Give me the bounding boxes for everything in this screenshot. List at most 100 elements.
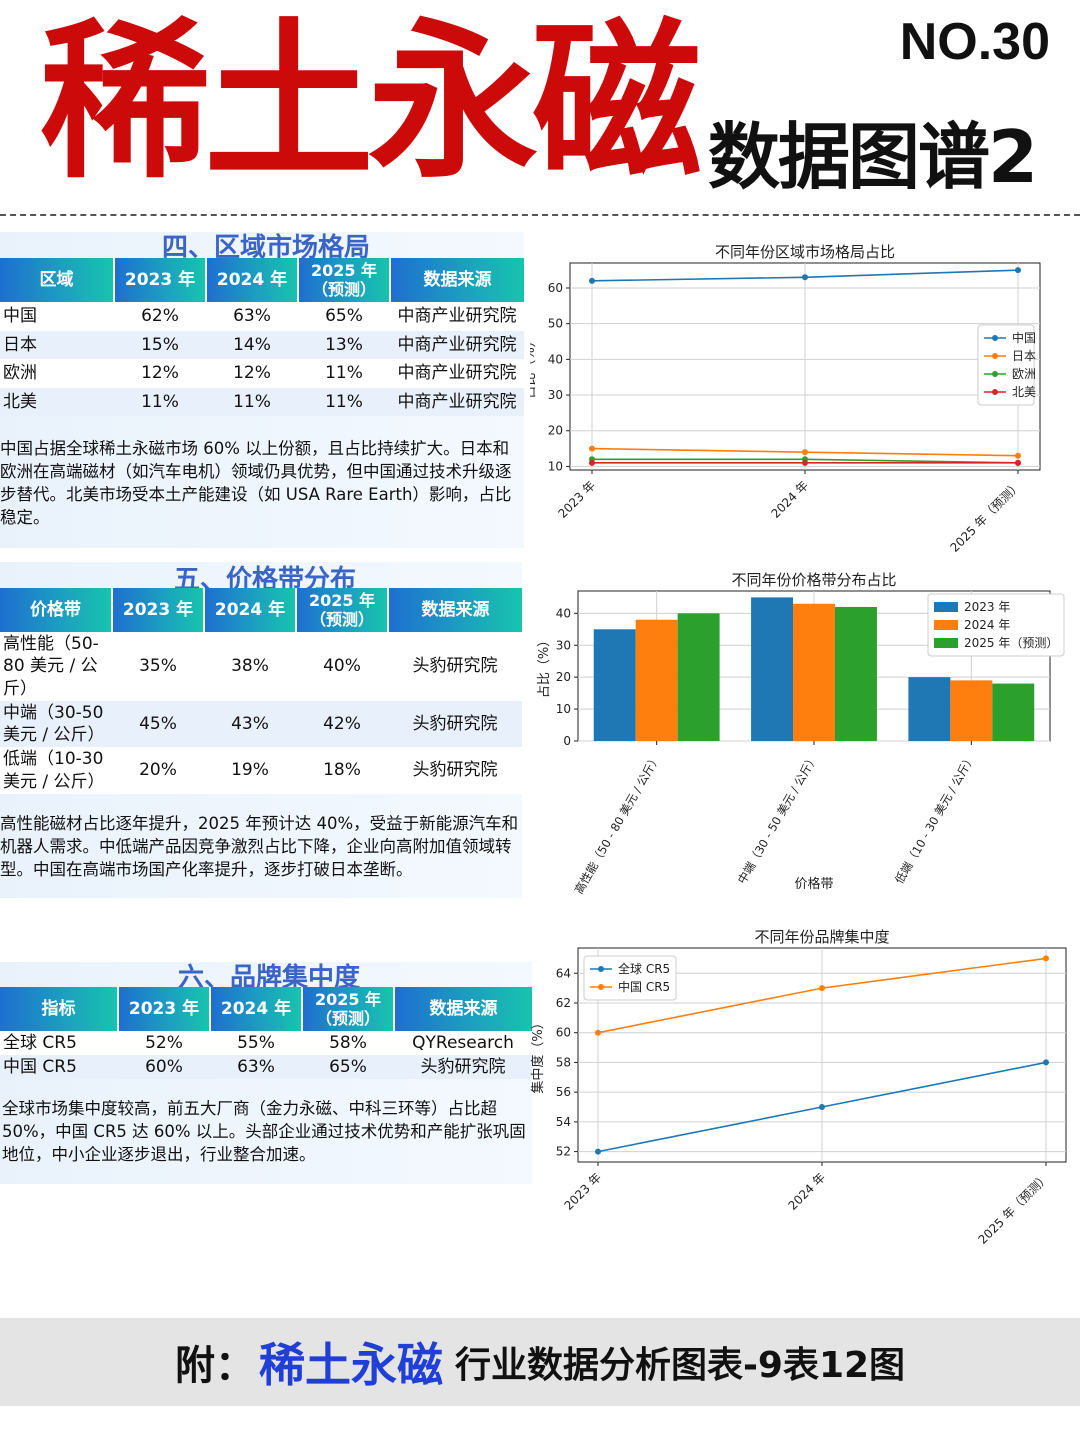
data-point: [589, 459, 595, 466]
x-axis-label: 价格带: [794, 876, 833, 892]
legend-label: 2025 年（预测）: [964, 636, 1058, 650]
table-row: 低端（10-30 美元 / 公斤） 20% 19% 18% 头豹研究院: [0, 747, 522, 794]
table-row: 全球 CR5 52% 55% 58% QYResearch: [0, 1031, 532, 1055]
legend-marker: [992, 389, 998, 395]
dashed-divider: [0, 214, 1080, 216]
x-tick-label: 2023 年: [555, 478, 598, 521]
value-cell: 13%: [298, 331, 390, 359]
legend-swatch: [934, 602, 958, 612]
legend-marker: [992, 335, 998, 341]
chart-title: 不同年份价格带分布占比: [731, 571, 896, 589]
source-cell: 头豹研究院: [388, 701, 522, 747]
brand-concentration-table: 指标 2023 年 2024 年 2025 年 （预测） 数据来源 全球 CR5 52% 55…: [0, 987, 532, 1079]
value-cell: 65%: [302, 1055, 394, 1079]
table-row: 欧洲 12% 12% 11% 中商产业研究院: [0, 359, 524, 388]
y-tick-label: 30: [556, 638, 571, 652]
column-header: 2025 年 （预测）: [296, 588, 389, 632]
legend-marker: [598, 966, 604, 972]
x-tick-label: 高性能（50 - 80 美元 / 公斤）: [572, 752, 664, 897]
value-cell: 11%: [206, 388, 298, 416]
y-tick-label: 10: [556, 702, 571, 716]
price-band-table: 价格带 2023 年 2024 年 2025 年 （预测） 数据来源 高性能（50-80 …: [0, 588, 522, 794]
x-tick-label: 2025 年（预测）: [975, 1170, 1052, 1244]
legend-marker: [598, 984, 604, 990]
value-cell: 43%: [204, 701, 296, 747]
bar: [751, 597, 794, 741]
region-share-line-chart: 不同年份区域市场格局占比 10 20 30 40 50 60 2023 年 2024 年 2025…: [530, 243, 1041, 555]
y-tick-label: 20: [556, 670, 571, 684]
row-label-cell: 全球 CR5: [0, 1031, 118, 1055]
y-axis-label: 占比（%）: [537, 634, 552, 698]
y-tick-label: 56: [556, 1085, 571, 1099]
data-point: [802, 459, 808, 466]
value-cell: 65%: [298, 302, 390, 331]
row-label-cell: 日本: [0, 331, 114, 359]
source-cell: 中商产业研究院: [390, 388, 524, 416]
region-market-table: 区域 2023 年 2024 年 2025 年 （预测） 数据来源 中国 62% 63% 65%…: [0, 258, 524, 416]
bar: [593, 629, 636, 741]
source-cell: 头豹研究院: [394, 1055, 532, 1079]
bar: [908, 677, 951, 741]
source-cell: 头豹研究院: [388, 747, 522, 794]
value-cell: 42%: [296, 701, 388, 747]
y-tick-label: 62: [556, 996, 571, 1010]
chart-title: 不同年份区域市场格局占比: [715, 243, 895, 261]
legend-swatch: [934, 620, 958, 630]
column-header: 指标: [0, 987, 119, 1031]
y-tick-label: 20: [548, 424, 563, 438]
row-label-cell: 中国 CR5: [0, 1055, 118, 1079]
footer-prefix: 附：: [174, 1343, 255, 1389]
y-tick-label: 60: [548, 281, 563, 295]
y-tick-label: 52: [556, 1145, 571, 1159]
legend-box: [977, 324, 1035, 406]
footer-banner: [0, 1318, 1080, 1406]
value-cell: 63%: [206, 302, 298, 331]
column-header: 2023 年: [114, 258, 207, 302]
row-label-cell: 中端（30-50 美元 / 公斤）: [0, 701, 112, 747]
bar: [992, 683, 1035, 741]
legend-label: 中国: [1012, 330, 1036, 345]
y-tick-label: 10: [548, 459, 563, 473]
legend-label: 2024 年: [964, 618, 1010, 632]
row-label-cell: 北美: [0, 388, 114, 416]
source-cell: QYResearch: [394, 1031, 532, 1055]
brand-description: 全球市场集中度较高，前五大厂商（金力永磁、中科三环等）占比超 50%，中国 CR…: [2, 1099, 526, 1164]
data-point: [1015, 267, 1021, 274]
y-axis-label: 占比（%）: [530, 334, 538, 398]
value-cell: 11%: [298, 388, 390, 416]
column-header: 价格带: [0, 588, 113, 632]
data-point: [802, 449, 808, 456]
column-header: 2024 年: [210, 987, 303, 1031]
x-tick-label: 2023 年: [561, 1170, 604, 1213]
value-cell: 12%: [206, 359, 298, 388]
value-cell: 55%: [210, 1031, 302, 1055]
footer-text: 附： 稀土永磁 行业数据分析图表-9表12图: [0, 1318, 1080, 1406]
value-cell: 52%: [118, 1031, 210, 1055]
column-header: 数据来源: [390, 258, 524, 302]
brand-concentration-line-chart: 不同年份品牌集中度 52 54 56 58 60 62 64 2023 年 2024 年 2025 …: [530, 928, 1067, 1244]
column-header: 数据来源: [394, 987, 532, 1031]
y-axis-label: 集中度（%）: [530, 1016, 546, 1093]
region-description: 中国占据全球稀土永磁市场 60% 以上份额，且占比持续扩大。日本和欧洲在高端磁材…: [0, 439, 512, 527]
column-header: 数据来源: [388, 588, 522, 632]
value-cell: 60%: [118, 1055, 210, 1079]
source-cell: 中商产业研究院: [390, 331, 524, 359]
y-tick-label: 30: [548, 388, 563, 402]
price-band-bar-chart: 不同年份价格带分布占比 0 10 20 30 40 高性能（50 - 80 美元 / 公斤）…: [537, 571, 1065, 897]
y-tick-label: 40: [556, 606, 571, 620]
row-label-cell: 欧洲: [0, 359, 114, 388]
main-title: 稀土永磁: [40, 4, 702, 202]
price-description: 高性能磁材占比逐年提升，2025 年预计达 40%，受益于新能源汽车和机器人需求…: [0, 814, 519, 879]
legend-label: 中国 CR5: [618, 979, 670, 994]
table-header-row: 价格带 2023 年 2024 年 2025 年 （预测） 数据来源: [0, 588, 522, 632]
bar: [635, 619, 678, 741]
legend-label: 全球 CR5: [618, 961, 670, 976]
column-header: 区域: [0, 258, 115, 302]
y-tick-label: 0: [563, 734, 571, 748]
value-cell: 12%: [114, 359, 206, 388]
row-label-cell: 中国: [0, 302, 114, 331]
bar: [677, 613, 720, 741]
legend-box: [927, 593, 1065, 657]
footer-brand: 稀土永磁: [258, 1338, 443, 1392]
